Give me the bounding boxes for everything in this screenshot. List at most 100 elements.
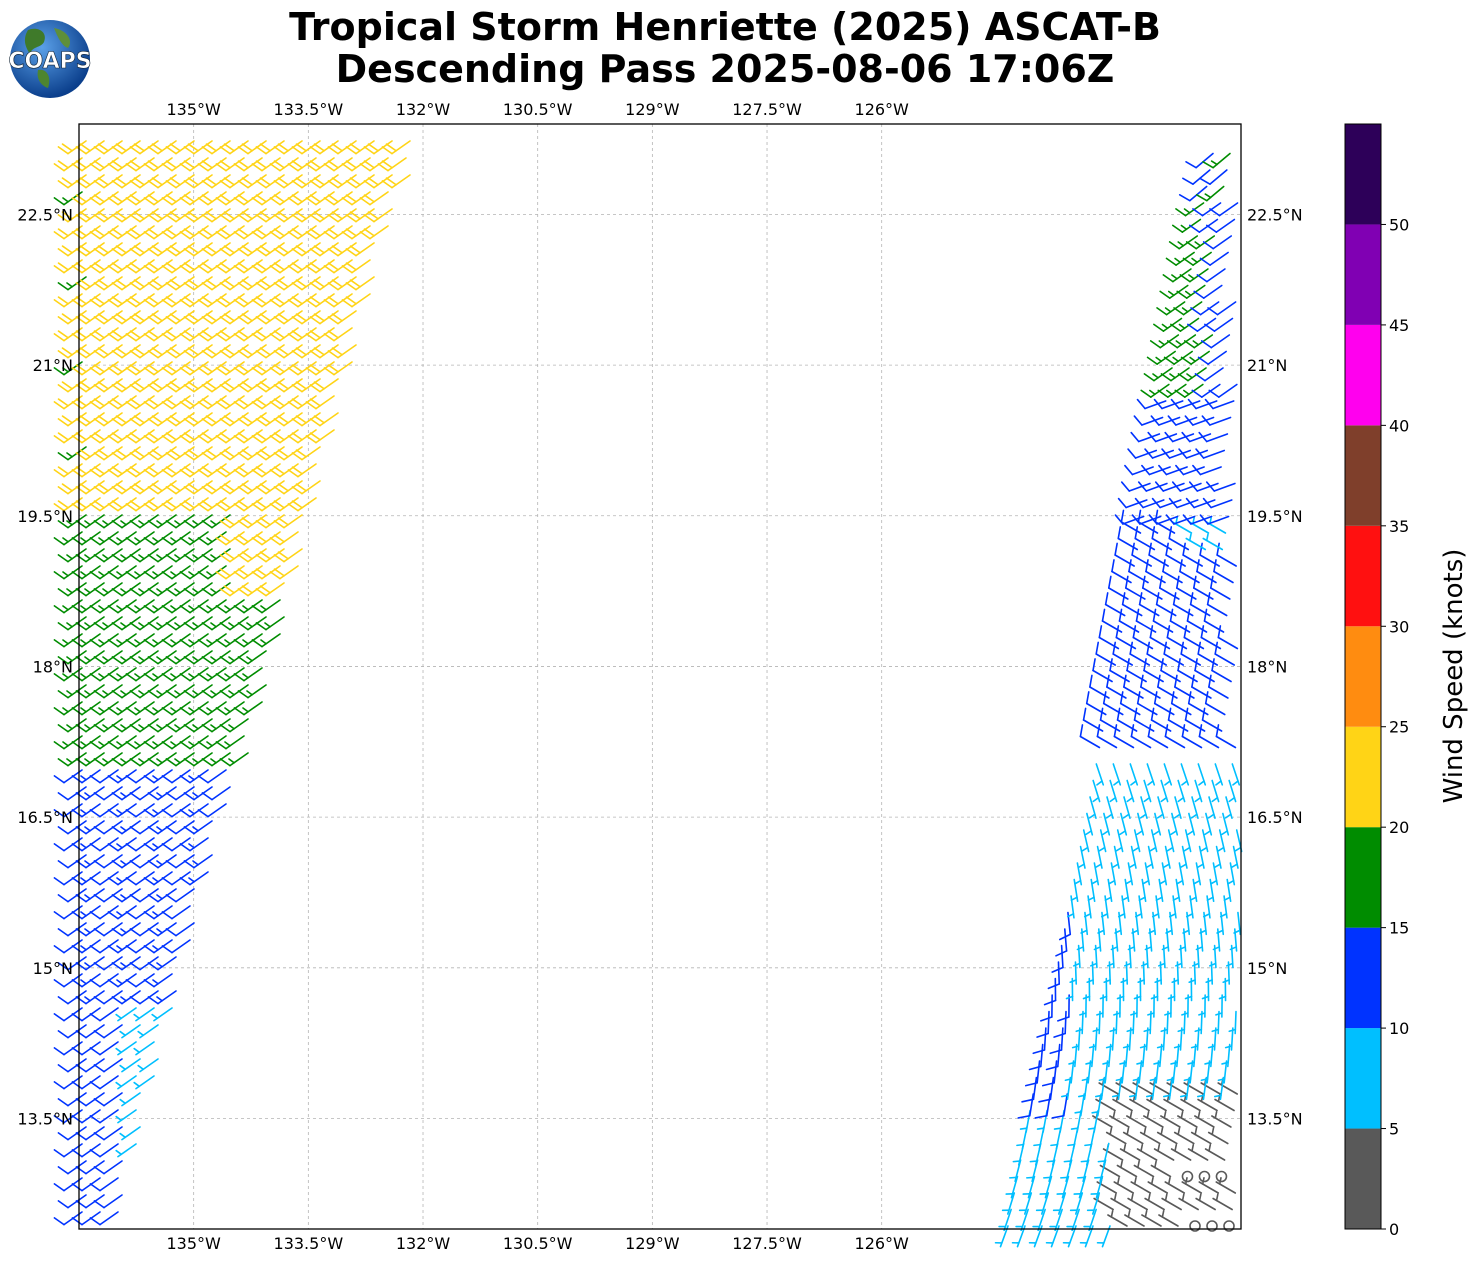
barb-feather [305,435,317,444]
barb-feather [183,316,195,325]
calm-circle [1189,1220,1201,1232]
barb-feather [75,486,87,495]
wind-barb [53,939,83,954]
barb-staff [1134,537,1156,551]
barb-half-feather [98,707,105,713]
barb-half-feather [224,741,231,747]
barb-half-feather [228,656,235,662]
barb-feather [1153,323,1165,332]
barb-feather [75,962,87,971]
wind-barb [1168,526,1190,551]
barb-feather [1136,398,1146,410]
barb-feather [1150,707,1155,721]
barb-half-feather [120,588,127,594]
barb-feather [287,299,299,308]
barb-feather [61,415,73,424]
colorbar-bin [1345,827,1381,928]
barb-staff [1147,735,1169,749]
barb-feather [133,177,145,186]
barb-feather [197,537,209,546]
barb-feather [147,500,159,509]
wind-barb [1131,542,1152,567]
barb-half-feather [116,809,123,815]
wind-barb [147,140,177,155]
wind-barb [125,701,155,716]
wind-barb [201,140,231,155]
wind-barb [1147,724,1169,749]
barb-half-feather [1099,995,1108,1000]
wind-barb [1193,284,1223,299]
colorbar-tick-label: 45 [1389,316,1409,335]
wind-barb [1095,763,1105,786]
wind-barb [1130,1177,1152,1194]
barb-feather [269,231,281,240]
barb-half-feather [192,724,199,730]
barb-feather [93,160,105,169]
barb-feather [89,809,101,818]
lat-tick-right: 18°N [1247,657,1287,676]
barb-half-feather [224,673,231,679]
wind-barb [233,361,263,376]
wind-barb [147,208,177,223]
barb-half-feather [1216,929,1224,934]
barb-feather [1156,307,1168,316]
barb-feather [1167,415,1177,426]
barb-feather [1208,674,1212,688]
wind-barb [201,514,231,529]
wind-barb [57,548,87,563]
barb-feather [187,211,199,220]
wind-barb [1047,961,1061,990]
wind-barb [237,480,267,495]
wind-barb [147,990,177,1005]
barb-feather [75,656,87,665]
barb-feather [273,316,285,325]
barb-feather [129,228,141,237]
wind-barb [93,412,123,427]
wind-barb [1185,497,1216,509]
barb-feather [179,877,191,886]
barb-half-feather [120,962,127,968]
barb-half-feather [1108,879,1116,885]
barb-feather [1141,464,1151,476]
wind-barb [111,378,141,393]
barb-half-feather [1077,863,1085,869]
wind-barb [125,939,155,954]
wind-barb [237,310,267,325]
barb-feather [183,296,195,305]
barb-feather [1184,415,1194,426]
barb-half-feather [228,622,235,628]
wind-barb [1231,763,1241,786]
wind-barb [165,310,195,325]
barb-feather [93,1030,105,1039]
wind-barb [1112,641,1134,666]
wind-barb [1230,845,1239,869]
barb-staff [1116,719,1138,732]
barb-feather [129,296,141,305]
barb-feather [367,177,379,186]
barb-half-feather [206,639,213,645]
barb-half-feather [1181,1012,1189,1016]
barb-staff [351,293,371,308]
barb-feather [327,282,339,291]
wind-barb [107,871,137,886]
barb-feather [201,486,213,495]
barb-half-feather [1162,863,1170,869]
barb-feather [1148,514,1158,525]
barb-staff [103,1024,123,1039]
wind-barb [129,242,159,257]
barb-half-feather [1107,962,1115,967]
barb-feather [1205,224,1218,233]
barb-half-feather [66,724,73,730]
wind-barb [125,973,155,988]
wind-barb [233,463,263,478]
wind-barb [1156,1027,1166,1051]
barb-half-feather [1137,1160,1140,1169]
barb-feather [1215,724,1220,738]
wind-barb [1090,1175,1104,1199]
barb-feather [179,775,191,784]
wind-barb [1094,1076,1106,1101]
barb-half-feather [1165,929,1173,934]
wind-barb [183,446,213,461]
wind-barb [1183,1060,1194,1084]
wind-barb [1098,829,1107,853]
